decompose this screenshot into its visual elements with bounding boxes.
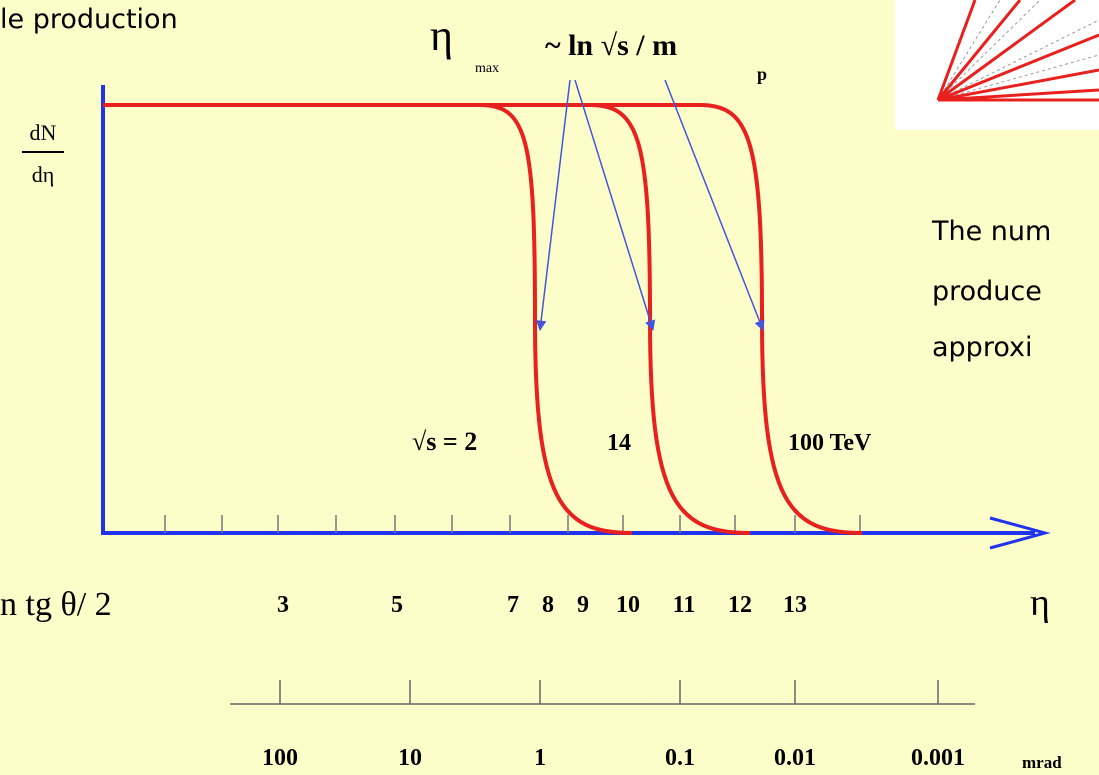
eta-tick-label: 12: [728, 592, 752, 618]
eta-tick-label: 3: [277, 592, 289, 618]
note-line: The num: [931, 216, 1051, 247]
slide-title: le production: [0, 4, 178, 35]
note-line: produce: [932, 276, 1042, 307]
slide: le production η max ~ ln √s / m p dN dη …: [0, 0, 1099, 775]
curve-label: √s = 2: [412, 427, 477, 456]
inset-image: [895, 0, 1099, 130]
curve-label: 100 TeV: [788, 430, 872, 456]
formula-sub-p: p: [757, 64, 767, 84]
eta-tick-label: 8: [542, 592, 554, 618]
eta-tick-label: 13: [783, 592, 807, 618]
y-label-num: dN: [30, 120, 57, 145]
angle-tick-label: 0.001: [911, 745, 965, 771]
angle-tick-label: 0.01: [774, 745, 816, 771]
angle-tick-label: 100: [262, 745, 298, 771]
formula-sub: max: [475, 61, 499, 76]
angle-tick-label: 0.1: [665, 745, 695, 771]
eta-label: η: [1030, 582, 1050, 624]
angle-tick-label: 1: [534, 745, 546, 771]
eta-tick-label: 5: [391, 592, 403, 618]
eta-tick-label: 11: [673, 592, 696, 618]
note-line: approxi: [932, 332, 1033, 363]
formula-expr: ~ ln √s / m: [545, 29, 677, 62]
angle-unit: mrad: [1022, 753, 1062, 772]
y-label-den: dη: [32, 162, 55, 187]
angle-tick-label: 10: [398, 745, 422, 771]
eta-tick-label: 9: [577, 592, 589, 618]
eta-left-label: n tg θ/ 2: [0, 586, 112, 623]
curve-label: 14: [607, 430, 631, 456]
formula-eta: η: [430, 11, 453, 60]
eta-tick-label: 10: [616, 592, 640, 618]
eta-tick-label: 7: [507, 592, 519, 618]
